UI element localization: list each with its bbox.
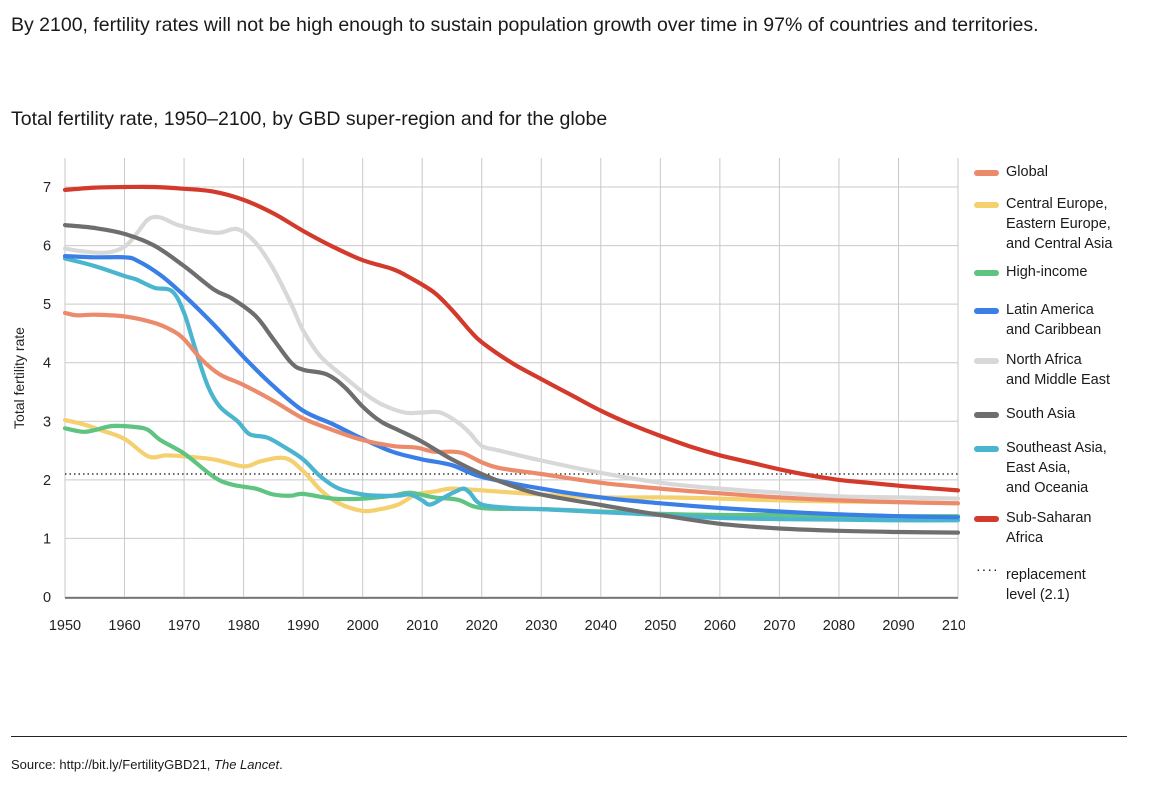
legend-label: South Asia [1006, 406, 1076, 422]
dotted-line-icon: ···· [976, 561, 999, 577]
y-tick-label: 2 [43, 473, 51, 489]
fertility-line-chart: 1950 1960 1970 1980 1990 2000 2010 2020 2030 2040… [11, 158, 965, 634]
y-tick-label: 5 [43, 297, 51, 313]
y-axis-label: Total fertility rate [11, 327, 27, 429]
source-suffix: . [279, 757, 283, 772]
x-axis-ticks: 1950 1960 1970 1980 1990 2000 2010 2020 2030 2040… [49, 618, 965, 634]
legend-label: Latin America and Caribbean [1006, 302, 1102, 338]
x-tick-label: 1970 [168, 618, 200, 634]
legend-swatch [974, 202, 999, 208]
series-line-5 [62, 223, 961, 535]
series-line-4 [62, 214, 961, 501]
legend-label: Sub-Saharan Africa [1006, 510, 1092, 546]
y-axis-ticks: 0 1 2 3 4 5 6 7 [43, 180, 51, 606]
x-tick-label: 2070 [763, 618, 795, 634]
legend-label: High-income [1006, 264, 1088, 280]
legend-label: Southeast Asia, East Asia, and Oceania [1006, 440, 1107, 496]
series-line-1 [62, 418, 961, 514]
series-line-3 [62, 254, 961, 520]
headline: By 2100, fertility rates will not be hig… [11, 14, 1039, 36]
source-note: Source: http://bit.ly/FertilityGBD21, Th… [11, 757, 283, 772]
source-text: Source: http://bit.ly/FertilityGBD21, [11, 757, 215, 772]
x-tick-label: 2040 [585, 618, 617, 634]
x-tick-label: 2080 [823, 618, 855, 634]
x-tick-label: 1950 [49, 618, 81, 634]
y-tick-label: 4 [43, 356, 51, 372]
y-tick-label: 7 [43, 180, 51, 196]
x-tick-label: 2090 [882, 618, 914, 634]
x-tick-label: 2020 [466, 618, 498, 634]
legend-swatch [974, 412, 999, 418]
legend-swatch [974, 446, 999, 452]
y-tick-label: 3 [43, 414, 51, 430]
legend-label: Central Europe, Eastern Europe, and Cent… [1006, 196, 1113, 252]
y-tick-label: 6 [43, 239, 51, 255]
x-tick-label: 2060 [704, 618, 736, 634]
x-tick-label: 2100 [942, 618, 965, 634]
x-tick-label: 2050 [644, 618, 676, 634]
chart-grid [64, 158, 959, 599]
x-tick-label: 2030 [525, 618, 557, 634]
x-tick-label: 1980 [227, 618, 259, 634]
y-tick-label: 1 [43, 531, 51, 547]
x-tick-label: 2010 [406, 618, 438, 634]
x-tick-label: 1960 [108, 618, 140, 634]
legend-swatch [974, 516, 999, 522]
source-publication: The Lancet [214, 757, 280, 772]
legend-label-replacement: replacement level (2.1) [1006, 567, 1086, 603]
series-line-6 [62, 256, 961, 523]
legend-label: Global [1006, 164, 1048, 180]
legend-swatch [974, 170, 999, 176]
y-tick-label: 0 [43, 590, 51, 606]
legend-label: North Africa and Middle East [1006, 352, 1110, 388]
footer-divider [11, 736, 1127, 737]
chart-series [62, 184, 961, 535]
chart-title: Total fertility rate, 1950–2100, by GBD … [11, 108, 608, 130]
series-line-0 [62, 310, 961, 506]
x-tick-label: 2000 [347, 618, 379, 634]
legend-swatch [974, 358, 999, 364]
legend-swatch [974, 270, 999, 276]
x-tick-label: 1990 [287, 618, 319, 634]
legend-swatch [974, 308, 999, 314]
series-line-7 [62, 184, 961, 493]
